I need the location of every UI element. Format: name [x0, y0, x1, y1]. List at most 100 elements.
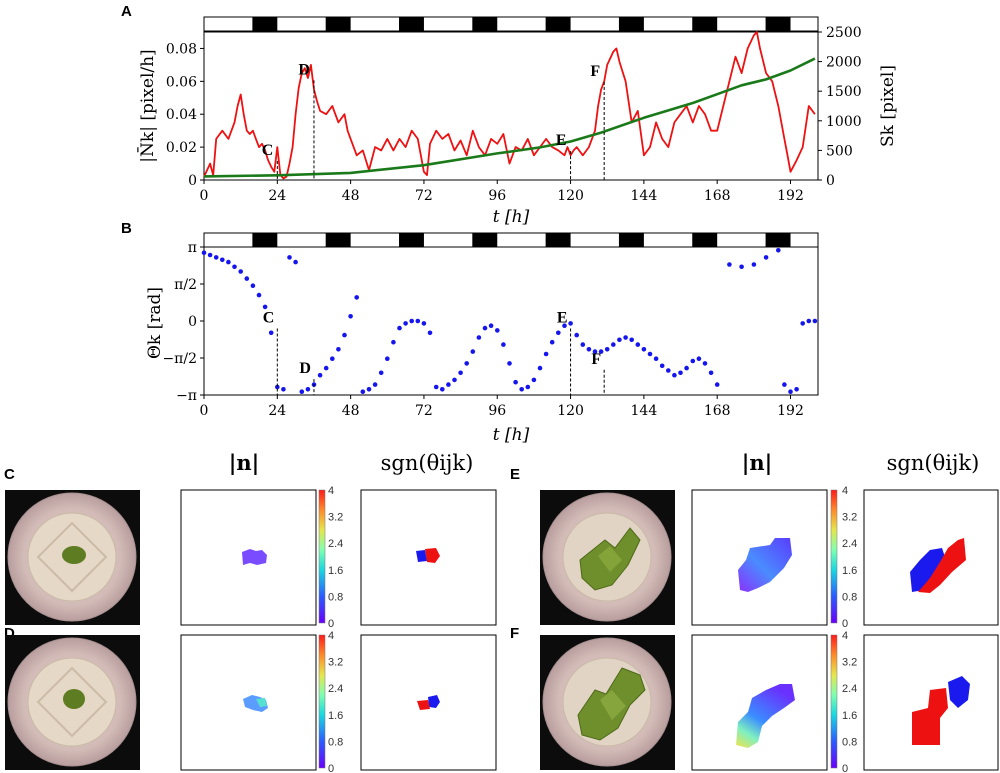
- x-tick-label: 96: [488, 188, 506, 204]
- panel-label-b: B: [121, 220, 132, 237]
- x-tick-label: 0: [200, 403, 209, 419]
- angle-point: [220, 257, 225, 263]
- colorbar-tick-label: 0.8: [328, 736, 343, 748]
- angle-point: [397, 325, 402, 331]
- angle-point: [684, 365, 689, 371]
- angle-point: [800, 321, 805, 326]
- angle-point: [317, 372, 323, 378]
- colorbar-d: 4 3.2 2.4 1.6 0.8 0: [318, 630, 343, 773]
- chart-a: 0 24 48 72 96 120 144 168 192 00.020.040.060.08 …: [136, 16, 898, 227]
- angle-point: [659, 363, 665, 369]
- angle-point: [232, 264, 237, 270]
- y-tick-label: −π/2: [162, 351, 197, 367]
- angle-point: [446, 382, 451, 387]
- x-tick-label: 72: [415, 188, 433, 204]
- chart-b-frame: [203, 246, 819, 396]
- dark-period-block: [619, 233, 644, 247]
- colorbar-e: 4 3.2 2.4 1.6 0.8 0: [830, 485, 857, 630]
- chart-a-x-ticks: 0 24 48 72 96 120 144 168 192: [200, 180, 804, 204]
- angle-point: [751, 262, 757, 267]
- angle-point: [739, 264, 744, 270]
- angle-point: [305, 387, 311, 392]
- angle-point: [482, 325, 488, 331]
- dark-period-block: [252, 17, 278, 31]
- dark-period-block: [692, 17, 718, 31]
- map-sgn-c-positive: [425, 548, 440, 563]
- x-tick-label: 120: [557, 188, 584, 204]
- angle-point: [666, 368, 671, 373]
- x-tick-label: 192: [777, 403, 804, 419]
- dark-period-block: [399, 17, 424, 31]
- dark-period-block: [766, 233, 791, 247]
- angle-point: [372, 382, 378, 387]
- annotation-label-d: D: [298, 61, 310, 78]
- angle-point: [427, 330, 433, 336]
- angle-point: [702, 361, 708, 366]
- x-tick-label: 120: [557, 403, 584, 419]
- colorbar-tick-label: 2.4: [328, 683, 343, 695]
- panel-label-a: A: [121, 3, 132, 20]
- colorbar-tick-label: 4: [328, 630, 334, 642]
- colorbar-tick-label: 0.8: [842, 591, 857, 603]
- colorbar-tick-label: 1.6: [328, 565, 343, 577]
- chart-b: 0 24 48 72 96 120 144 168 192 π π/2 0 −π/2 −π C D E F t…: [145, 232, 819, 445]
- angle-point: [452, 377, 457, 383]
- chart-b-annotations: C D E F: [263, 310, 605, 395]
- angle-point: [244, 276, 250, 281]
- series-area-line: [203, 57, 816, 178]
- colorbar-tick-label: 4: [842, 485, 848, 497]
- dark-period-block: [619, 17, 644, 31]
- x-tick-label: 24: [268, 403, 286, 419]
- angle-point: [653, 356, 659, 362]
- angle-point: [580, 342, 586, 347]
- colorbar-tick-label: 0: [842, 763, 848, 773]
- x-tick-label: 144: [631, 403, 658, 419]
- chart-b-xlabel: t [h]: [493, 425, 530, 445]
- dark-period-block: [399, 233, 424, 247]
- angle-point: [366, 387, 372, 392]
- annotation-label-c: C: [262, 142, 274, 159]
- y-tick-label-right: 2000: [826, 55, 862, 71]
- angle-point: [562, 323, 567, 329]
- angle-point: [476, 335, 482, 340]
- angle-point: [623, 335, 628, 340]
- y-tick-label: −π: [176, 388, 197, 404]
- photo-c: [5, 490, 140, 625]
- angle-point: [806, 318, 812, 324]
- y-tick-label-left: 0.04: [166, 107, 197, 123]
- colorbar-tick-label: 3.2: [842, 657, 857, 669]
- y-tick-label-right: 0: [826, 173, 835, 189]
- dark-period-block: [472, 233, 498, 247]
- angle-point: [574, 332, 579, 338]
- angle-point: [207, 252, 213, 258]
- dark-period-block: [546, 233, 571, 247]
- angle-point: [812, 318, 818, 324]
- angle-point: [287, 255, 292, 260]
- light-bar-frame: [203, 16, 819, 32]
- angle-point: [617, 337, 622, 343]
- dark-period-block: [472, 17, 498, 31]
- y-tick-label: 0: [188, 314, 197, 330]
- colorbar-tick-label: 2.4: [842, 538, 857, 550]
- y-tick-label-right: 2500: [826, 25, 862, 41]
- angle-point: [421, 321, 427, 326]
- panel-label-f: F: [510, 625, 519, 642]
- colorbar-tick-label: 2.4: [328, 538, 343, 550]
- angle-point: [342, 332, 347, 338]
- angle-point: [708, 370, 714, 376]
- angle-point: [629, 337, 634, 343]
- photo-e: [540, 490, 675, 625]
- angle-point: [543, 351, 549, 357]
- annotation-label-c: C: [263, 310, 275, 327]
- angle-point: [776, 248, 781, 253]
- angle-point: [568, 321, 573, 326]
- angle-point: [598, 349, 604, 354]
- angle-point: [782, 382, 787, 387]
- angle-point: [519, 387, 524, 392]
- chart-a-y-ticks-left: 0 0.02 0.04 0.06 0.08: [166, 41, 204, 189]
- y-tick-label-right: 500: [826, 143, 853, 159]
- chart-b-x-ticks: 0 24 48 72 96 120 144 168 192: [200, 395, 804, 419]
- angle-point: [354, 295, 360, 300]
- angle-point: [537, 365, 543, 371]
